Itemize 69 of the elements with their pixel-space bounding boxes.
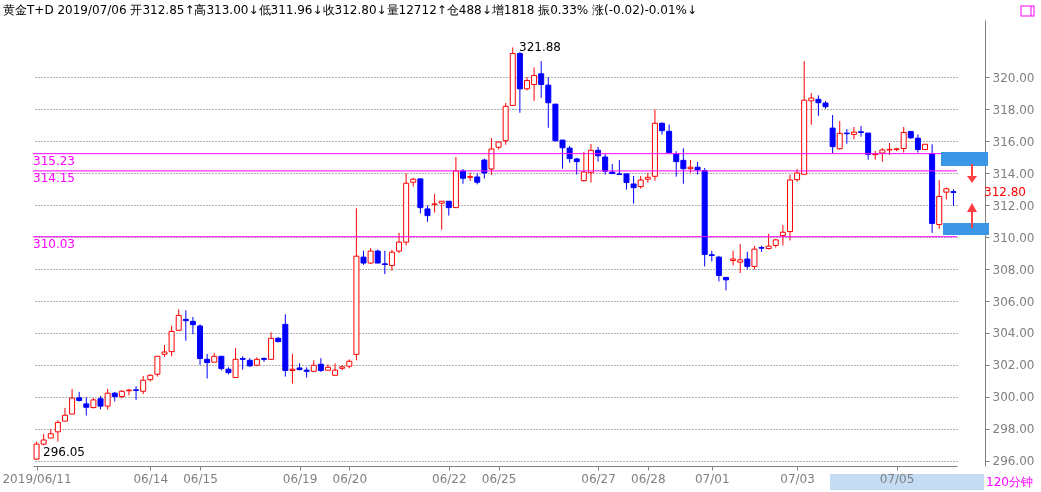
annotation: 321.88: [519, 40, 561, 54]
candlestick: [545, 76, 552, 129]
y-tick-label: 296.00: [992, 454, 1035, 469]
candlestick: [140, 375, 147, 395]
y-tick-label: 316.00: [992, 134, 1035, 149]
y-tick-label: 302.00: [992, 358, 1035, 373]
candlestick: [83, 396, 90, 417]
x-tick-label: 06/22: [432, 471, 467, 486]
candlestick: [268, 331, 275, 360]
candlestick: [630, 175, 637, 205]
x-tick-label: 07/01: [694, 471, 730, 486]
candlestick: [914, 133, 921, 154]
candlestick: [829, 114, 836, 154]
x-tick-label: 07/03: [780, 471, 815, 486]
text: 312.80: [984, 185, 1026, 199]
text: 120分钟: [986, 475, 1033, 489]
x-tick-label: 06/14: [133, 471, 169, 486]
candlestick: [54, 419, 61, 442]
candlestick: [723, 276, 729, 291]
candlestick: [232, 347, 239, 379]
candlestick: [189, 316, 196, 335]
candlestick: [104, 388, 111, 410]
candlestick: [133, 385, 140, 401]
x-tick-label: 06/25: [481, 471, 517, 486]
x-tick-label: 06/20: [332, 471, 368, 486]
candlestick: [239, 355, 246, 371]
candlestick: [602, 153, 609, 176]
candlestick: [175, 308, 182, 332]
candlestick: [289, 353, 296, 385]
candlestick: [836, 120, 843, 151]
candlestick: [303, 366, 310, 379]
candlestick: [69, 388, 76, 415]
y-tick-label: 320.00: [992, 70, 1035, 85]
y-tick-label: 318.00: [992, 102, 1035, 117]
x-tick-label: 2019/06/11: [2, 471, 72, 486]
candlestick: [666, 123, 673, 154]
x-tick-label: 06/27: [581, 471, 616, 486]
candlestick: [61, 407, 68, 422]
chart-title: 黄金T+D 2019/07/06 开312.85↑高313.00↓低311.96↓收312.80↓量12712↑仓488↓增1818 振0.33% 涨(-0.02)-0.01%↓: [3, 3, 697, 17]
candlestick: [751, 245, 758, 270]
y-tick-label: 310.00: [992, 230, 1035, 245]
candlestick: [779, 224, 786, 246]
y-tick-label: 306.00: [992, 294, 1035, 309]
y-tick-label: 304.00: [992, 326, 1035, 341]
y-tick-label: 308.00: [992, 262, 1035, 277]
ref-line-label: 315.23: [33, 153, 75, 168]
x-tick-label: 06/28: [631, 471, 666, 486]
y-tick-label: 298.00: [992, 422, 1035, 437]
candlestick: [467, 172, 474, 182]
candlestick: [204, 353, 211, 379]
candlestick: [261, 356, 267, 363]
candlestick: [125, 388, 132, 396]
x-tick-label: 06/15: [183, 471, 218, 486]
candlestick: [715, 255, 722, 282]
y-tick-label: 314.00: [992, 166, 1035, 181]
ref-line-label: 310.03: [33, 236, 75, 251]
x-tick-label: 06/19: [282, 471, 318, 486]
candlestick: [154, 355, 161, 378]
annotation: 296.05: [43, 445, 85, 459]
y-tick-label: 300.00: [992, 390, 1035, 405]
candlestick: [388, 249, 395, 272]
x-tick-label: 07/05: [879, 471, 915, 486]
candlestick: [850, 126, 857, 140]
candlestick: [182, 309, 189, 342]
candlestick: [488, 137, 495, 176]
ref-line-label: 314.15: [33, 170, 75, 185]
y-tick-label: 312.00: [992, 198, 1035, 213]
candlestick: [538, 60, 545, 99]
candlestick: [317, 357, 324, 373]
